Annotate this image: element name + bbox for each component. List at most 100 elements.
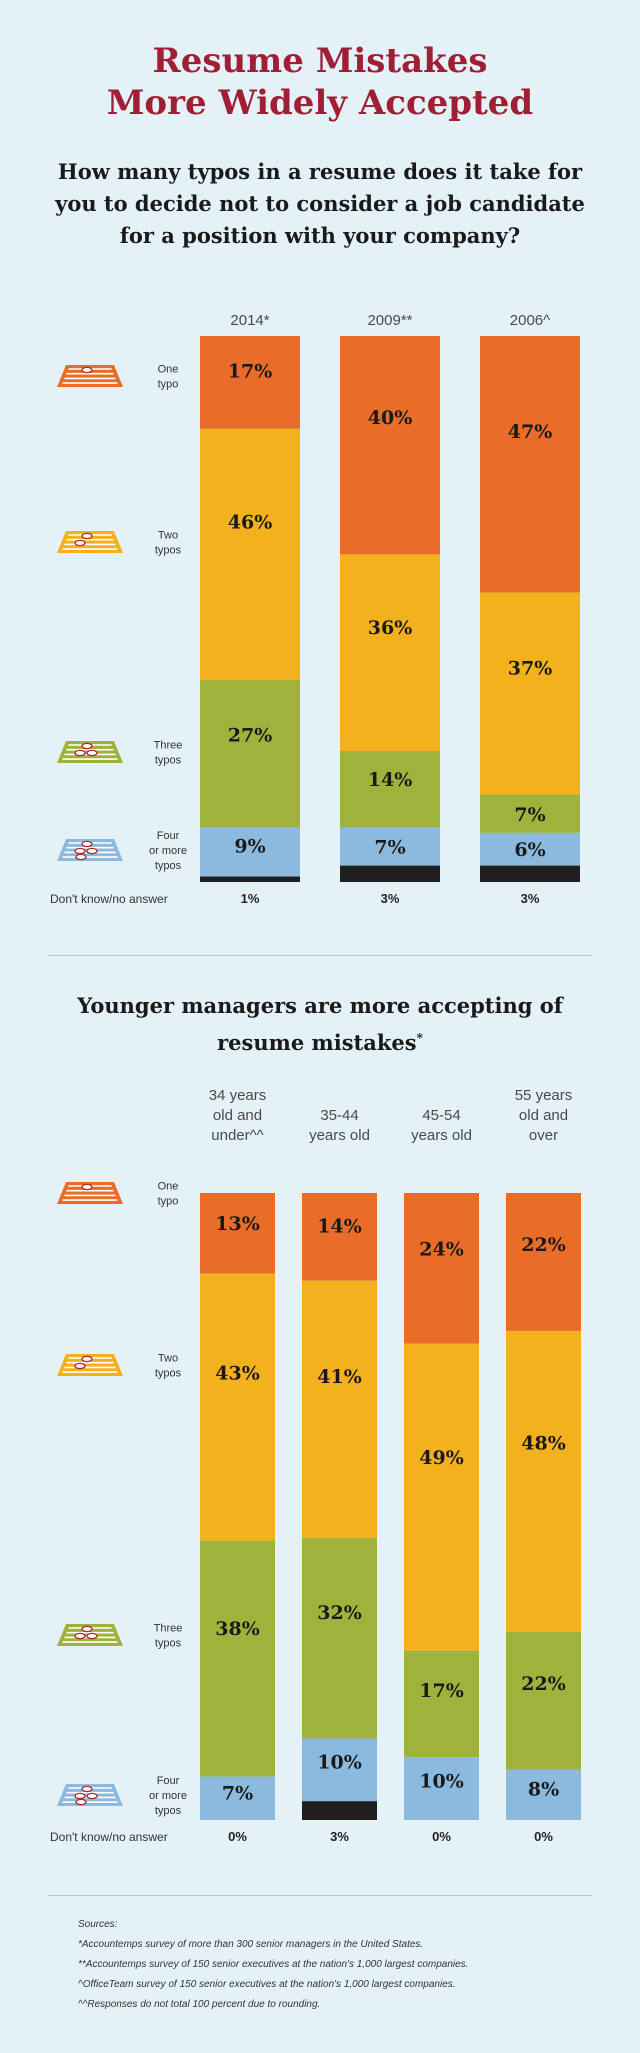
category-label-line: 45-54: [422, 1107, 460, 1124]
category-label: 2009**: [367, 312, 412, 329]
section-divider: [48, 955, 592, 956]
category-label-line: 55 years: [515, 1087, 573, 1104]
bar-segment-two: [506, 1330, 581, 1632]
bar-segment-three: [302, 1537, 377, 1739]
data-label-four: 8%: [528, 1778, 559, 1800]
legend-label-two-line: Two: [158, 1353, 178, 1365]
legend-label-two-line: Two: [158, 530, 178, 542]
typo-icon-two: [57, 1354, 123, 1376]
legend-label-four-line: Four: [157, 830, 180, 842]
bar-segment-four: [302, 1738, 377, 1802]
bar-segment-one: [200, 336, 300, 429]
data-label-two: 46%: [228, 512, 273, 534]
legend-label-one: One typo: [158, 1181, 179, 1208]
bar-segment-four: [340, 827, 440, 866]
bar-segment-three: [480, 794, 580, 833]
bar-segment-three: [200, 1540, 275, 1777]
typo-icon-two: [57, 531, 123, 553]
typo-icon-three: [57, 1624, 123, 1646]
category-label-line: 35-44: [320, 1107, 358, 1124]
data-label-one: 22%: [521, 1234, 566, 1256]
dk-value: 0%: [534, 1829, 553, 1844]
legend-label-two: Two typos: [155, 530, 182, 557]
category-label-line: under^^: [211, 1127, 263, 1144]
data-label-three: 27%: [228, 725, 273, 747]
category-label: 45-54 years old: [411, 1107, 472, 1144]
typo-circle: [81, 1625, 93, 1633]
data-label-two: 43%: [215, 1362, 260, 1384]
data-label-four: 6%: [514, 839, 545, 861]
bar-segment-two: [480, 592, 580, 795]
source-line-1: *Accountemps survey of more than 300 sen…: [78, 1939, 424, 1950]
bar-segment-one: [200, 1193, 275, 1274]
data-label-three: 32%: [317, 1602, 362, 1624]
dk-value: 3%: [381, 891, 400, 906]
data-label-three: 14%: [368, 769, 413, 791]
category-label-line: years old: [309, 1127, 370, 1144]
data-label-two: 37%: [508, 657, 553, 679]
typo-circle: [81, 1183, 93, 1191]
typo-circle: [86, 1632, 98, 1640]
legend-label-one-line: typo: [158, 1196, 179, 1208]
typo-circle: [86, 847, 98, 855]
bar-segment-four: [200, 827, 300, 877]
title-line-1: Resume Mistakes: [152, 41, 488, 81]
typos-by-year-chart: 2014* 17% 46% 27% 9% 1% 2009** 40% 36% 14% 7% 3% 200…: [50, 312, 580, 906]
bar-segment-four: [506, 1769, 581, 1820]
bar-segment-one: [480, 336, 580, 593]
legend-label-four-line: Four: [157, 1775, 180, 1787]
bar-segment-three: [340, 750, 440, 828]
source-line-2: **Accountemps survey of 150 senior execu…: [78, 1959, 469, 1970]
category-label-line: 2014*: [230, 312, 269, 329]
bar-segment-dk: [480, 865, 580, 882]
data-label-two: 41%: [317, 1366, 362, 1388]
bar-segment-two: [200, 1273, 275, 1541]
typo-icon-three: [57, 741, 123, 763]
legend-label-four-line: typos: [155, 860, 182, 872]
dk-value: 3%: [521, 891, 540, 906]
typo-circle: [74, 1792, 86, 1800]
typo-circle: [86, 749, 98, 757]
bar-segment-three: [404, 1650, 479, 1758]
typo-circle: [74, 539, 86, 547]
category-label: 34 years old and under^^: [209, 1087, 267, 1144]
paper-shape: [57, 365, 123, 387]
typo-circle: [81, 1785, 93, 1793]
typo-circle: [81, 532, 93, 540]
bar-segment-dk: [200, 876, 300, 882]
chart2-subtitle: Younger managers are more accepting of r…: [60, 990, 580, 1059]
bar-segment-dk: [302, 1801, 377, 1820]
dk-label: Don't know/no answer: [50, 892, 168, 906]
chart2-subtitle-text: Younger managers are more accepting of r…: [77, 993, 563, 1055]
bar-segment-one: [506, 1193, 581, 1331]
category-label: 2006^: [510, 312, 550, 329]
page-title: Resume Mistakes More Widely Accepted: [0, 40, 640, 124]
typos-by-age-chart: 34 years old and under^^ 13% 43% 38% 7% 0% 35-44…: [50, 1087, 581, 1844]
typo-circle: [74, 847, 86, 855]
dk-label: Don't know/no answer: [50, 1830, 168, 1844]
title-line-2: More Widely Accepted: [106, 83, 534, 123]
category-label: 55 years old and over: [515, 1087, 573, 1144]
sources: Sources: *Accountemps survey of more tha…: [78, 1915, 598, 2015]
data-label-two: 49%: [419, 1447, 464, 1469]
data-label-two: 48%: [521, 1432, 566, 1454]
data-label-one: 13%: [215, 1213, 260, 1235]
category-label-line: years old: [411, 1127, 472, 1144]
legend-label-one: One typo: [158, 364, 179, 391]
data-label-one: 47%: [508, 421, 553, 443]
chart1-question: How many typos in a resume does it take …: [55, 159, 585, 248]
chart2-subtitle-mark: *: [416, 1031, 423, 1045]
legend-label-four-line: typos: [155, 1805, 182, 1817]
category-label-line: 34 years: [209, 1087, 267, 1104]
data-label-one: 17%: [228, 360, 273, 382]
legend-label-one-line: typo: [158, 379, 179, 391]
data-label-three: 38%: [215, 1618, 260, 1640]
typo-icon-four: [57, 839, 123, 861]
legend-label-three: Three typos: [154, 740, 183, 767]
legend-label-four-line: or more: [149, 1790, 187, 1802]
category-label: 35-44 years old: [309, 1107, 370, 1144]
legend-label-two-line: typos: [155, 1368, 182, 1380]
data-label-four: 10%: [419, 1770, 464, 1792]
data-label-three: 7%: [514, 804, 545, 826]
typo-circle: [75, 853, 87, 861]
